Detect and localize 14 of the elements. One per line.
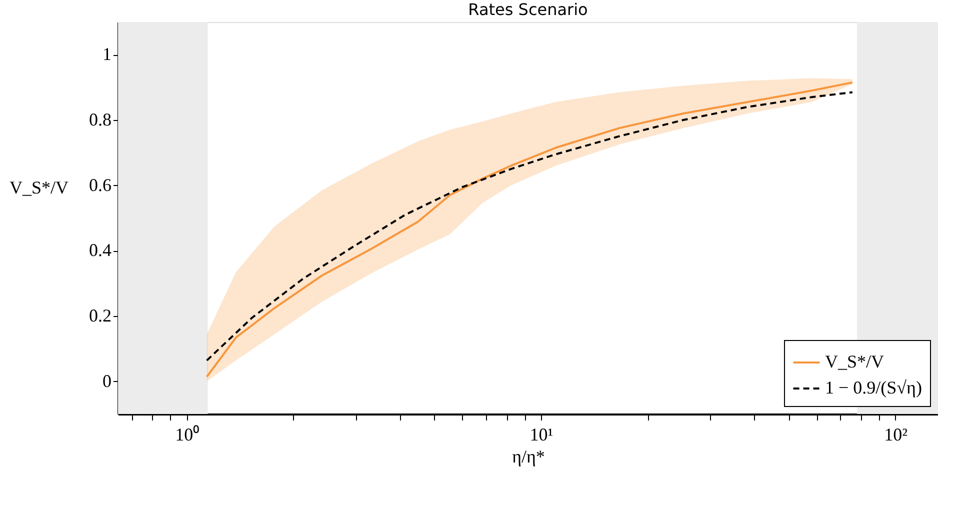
y-tick-label: 0.6 — [89, 174, 112, 195]
x-tick-label: 10¹ — [530, 424, 554, 444]
x-axis-title: η/η* — [512, 446, 545, 466]
y-tick-label: 0.8 — [89, 110, 112, 130]
legend-label: 1 − 0.9/(S√η) — [825, 378, 922, 398]
y-tick-label: 0.2 — [89, 306, 112, 326]
x-tick-label: 10² — [884, 424, 908, 444]
y-tick-label: 1 — [102, 44, 112, 64]
chart-title: Rates Scenario — [468, 0, 588, 19]
y-tick-label: 0 — [102, 370, 112, 391]
legend-label: V_S*/V — [825, 352, 884, 372]
y-tick-label: 0.4 — [89, 240, 112, 260]
x-tick-label: 10⁰ — [175, 424, 200, 444]
y-axis-title: V_S*/V — [9, 178, 68, 198]
